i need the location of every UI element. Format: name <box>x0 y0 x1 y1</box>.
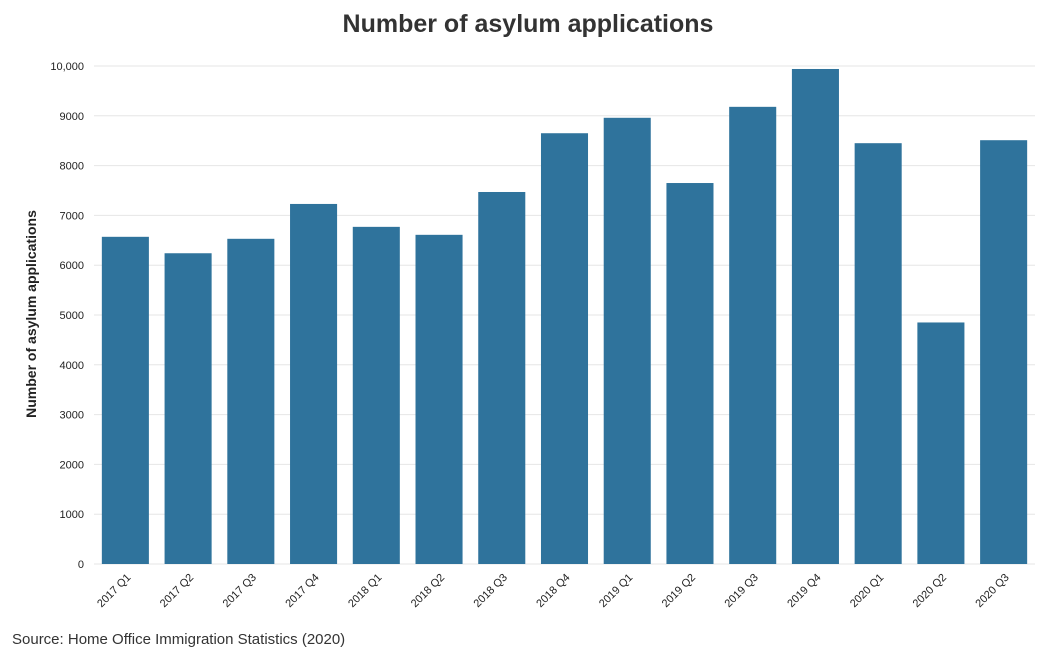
bar-chart-plot: 0 1000 2000 3000 4000 5000 6000 7000 8000 9000 10,… <box>23 61 1035 610</box>
bar <box>791 68 839 564</box>
y-tick-label: 8000 <box>60 161 84 173</box>
bar <box>980 140 1028 564</box>
x-tick-label: 2018 Q2 <box>409 572 447 610</box>
x-tick-label: 2018 Q1 <box>346 572 384 610</box>
x-tick-label: 2019 Q3 <box>722 572 760 610</box>
x-tick-label: 2020 Q3 <box>973 572 1011 610</box>
y-tick-label: 1000 <box>60 509 84 521</box>
bar <box>729 106 777 564</box>
bar <box>603 117 651 565</box>
x-tick-label: 2019 Q1 <box>597 572 635 610</box>
bar <box>164 253 212 565</box>
bar <box>917 322 965 564</box>
bar <box>352 226 400 564</box>
bar <box>854 143 902 564</box>
x-tick-label: 2017 Q4 <box>283 572 321 610</box>
chart-title: Number of asylum applications <box>342 10 714 38</box>
x-tick-label: 2020 Q2 <box>911 572 949 610</box>
x-tick-label: 2018 Q4 <box>534 572 572 610</box>
y-axis-label: Number of asylum applications <box>23 210 39 418</box>
y-tick-label: 9000 <box>60 111 84 123</box>
x-tick-label: 2019 Q4 <box>785 572 823 610</box>
source-note: Source: Home Office Immigration Statisti… <box>12 631 346 648</box>
y-tick-label: 7000 <box>60 210 84 222</box>
bar <box>478 191 526 564</box>
bars <box>101 68 1028 565</box>
x-tick-label: 2019 Q2 <box>660 572 698 610</box>
bar <box>666 183 714 564</box>
bar <box>540 133 589 565</box>
x-tick-label: 2018 Q3 <box>472 572 510 610</box>
x-tick-label: 2017 Q2 <box>158 572 196 610</box>
bar <box>101 236 149 564</box>
y-tick-label: 10,000 <box>50 61 84 73</box>
y-axis-ticks: 0 1000 2000 3000 4000 5000 6000 7000 8000 9000 10,… <box>50 61 84 571</box>
y-tick-label: 6000 <box>60 260 84 272</box>
y-tick-label: 4000 <box>60 360 84 372</box>
y-tick-label: 5000 <box>60 310 84 322</box>
y-tick-label: 2000 <box>60 459 84 471</box>
bar <box>290 203 338 565</box>
bar <box>227 238 275 564</box>
y-tick-label: 0 <box>78 559 84 571</box>
x-tick-label: 2017 Q3 <box>221 572 259 610</box>
x-axis-ticks: 2017 Q1 2017 Q2 2017 Q3 2017 Q4 2018 Q1 2018 … <box>95 572 1012 610</box>
x-tick-label: 2017 Q1 <box>95 572 133 610</box>
x-tick-label: 2020 Q1 <box>848 572 886 610</box>
bar <box>415 234 463 564</box>
y-tick-label: 3000 <box>60 410 84 422</box>
